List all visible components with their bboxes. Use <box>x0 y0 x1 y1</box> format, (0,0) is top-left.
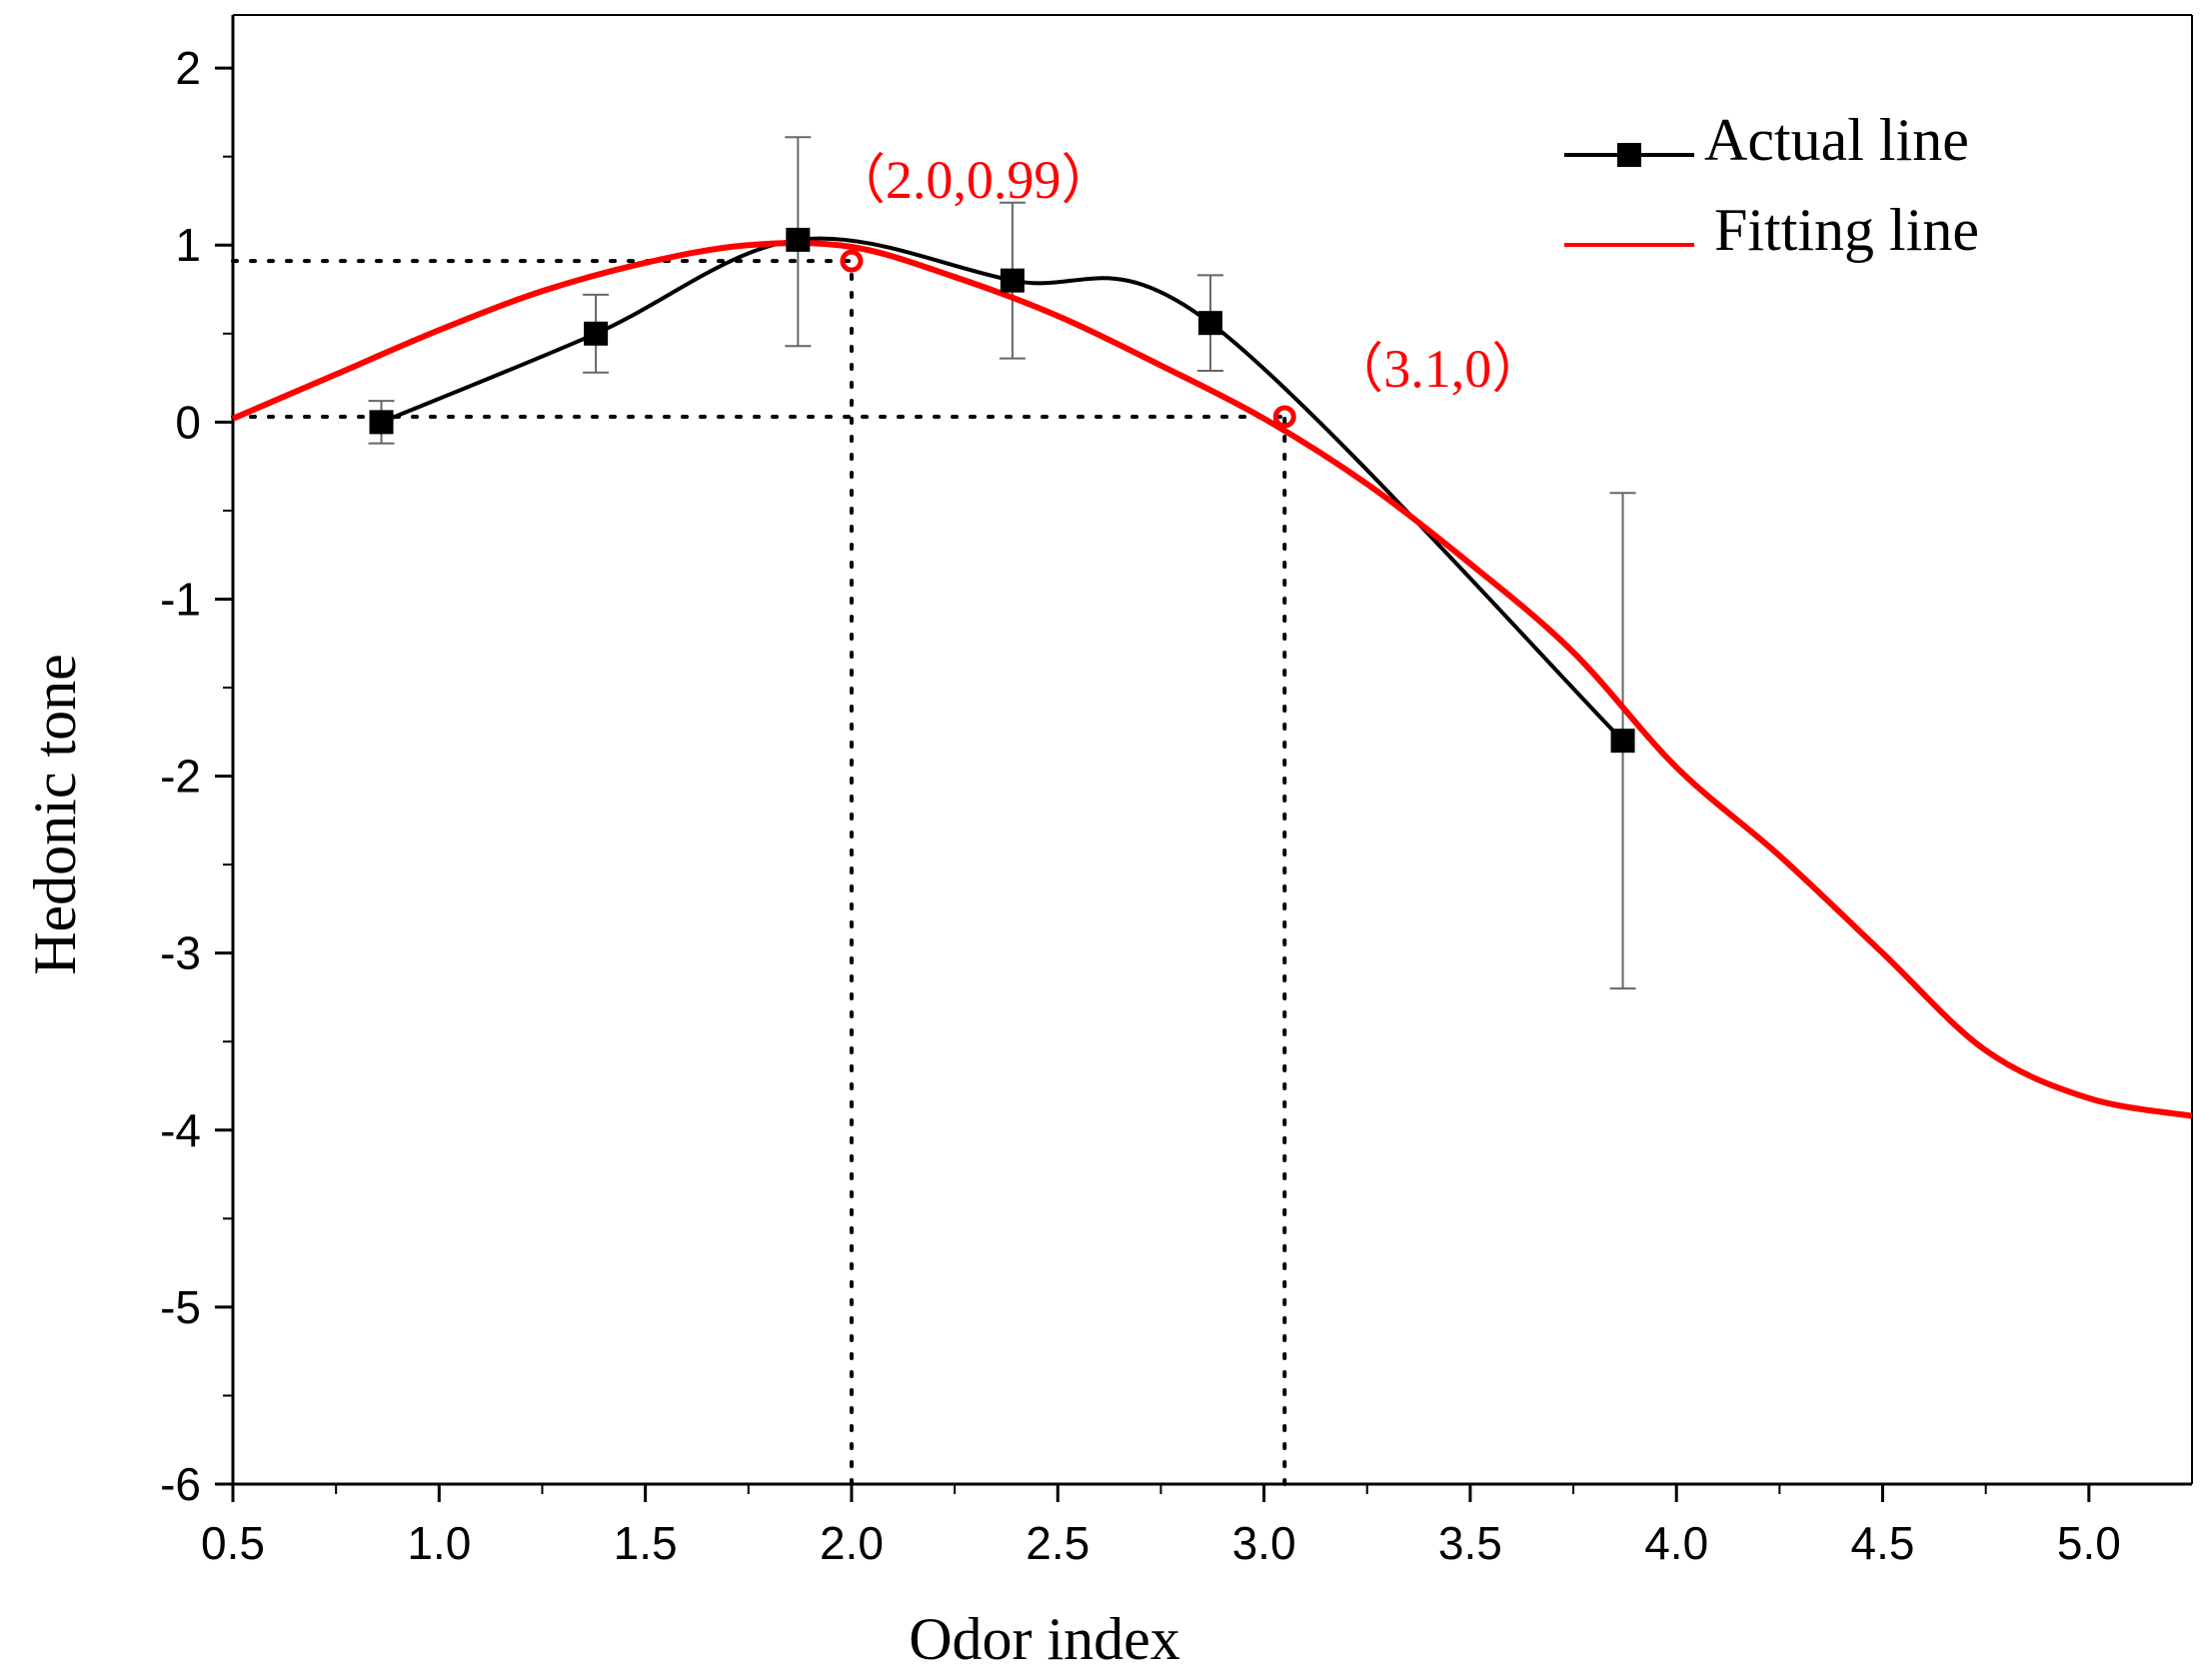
reference-lines <box>231 259 1287 1486</box>
data-point <box>1610 729 1635 754</box>
x-tick-label: 1.5 <box>614 1517 678 1569</box>
key-point-annotations: （2.0,0.99） （3.1,0） <box>832 150 1545 429</box>
y-tick-label: -6 <box>160 1458 201 1510</box>
key-point-label: （3.1,0） <box>1329 339 1545 399</box>
plot-frame <box>231 14 2193 1486</box>
y-tick-label: -4 <box>160 1104 201 1156</box>
data-point <box>369 410 394 435</box>
key-point-marker <box>1272 405 1296 429</box>
legend-actual-label: Actual line <box>1704 107 1969 173</box>
x-tick-label: 5.0 <box>2057 1517 2121 1569</box>
actual-line <box>380 236 1624 743</box>
data-point <box>786 227 811 252</box>
y-tick-label: -1 <box>160 573 201 625</box>
x-tick-label: 2.0 <box>820 1517 884 1569</box>
x-axis-ticks: 0.5 1.0 1.5 2.0 2.5 3.0 3.5 4.0 4.5 5.0 <box>201 1484 2121 1569</box>
y-tick-label: -5 <box>160 1281 201 1333</box>
legend-fitting-label: Fitting line <box>1714 197 1979 263</box>
key-point-marker <box>840 249 864 273</box>
y-axis-title: Hedonic tone <box>22 654 88 975</box>
y-tick-label: 1 <box>175 219 201 271</box>
x-tick-label: 3.0 <box>1232 1517 1296 1569</box>
key-point-label: （2.0,0.99） <box>832 150 1115 210</box>
x-tick-label: 2.5 <box>1026 1517 1090 1569</box>
x-tick-label: 0.5 <box>201 1517 265 1569</box>
x-tick-label: 3.5 <box>1438 1517 1502 1569</box>
x-tick-label: 4.5 <box>1851 1517 1915 1569</box>
data-point <box>1197 311 1222 336</box>
y-axis-ticks: 2 1 0 -1 -2 -3 -4 -5 -6 <box>160 42 233 1510</box>
fitting-line <box>231 240 2193 1119</box>
data-markers <box>369 227 1635 754</box>
y-tick-label: 0 <box>175 396 201 448</box>
x-axis-title: Odor index <box>909 1606 1180 1672</box>
error-bars <box>368 136 1636 990</box>
y-tick-label: -3 <box>160 927 201 979</box>
y-tick-label: 2 <box>175 42 201 94</box>
data-point <box>1000 268 1025 293</box>
x-tick-label: 1.0 <box>407 1517 471 1569</box>
x-tick-label: 4.0 <box>1644 1517 1708 1569</box>
legend: Actual line Fitting line <box>1564 107 1979 263</box>
data-point <box>584 321 609 346</box>
legend-actual-marker <box>1617 143 1641 167</box>
y-tick-label: -2 <box>160 751 201 803</box>
